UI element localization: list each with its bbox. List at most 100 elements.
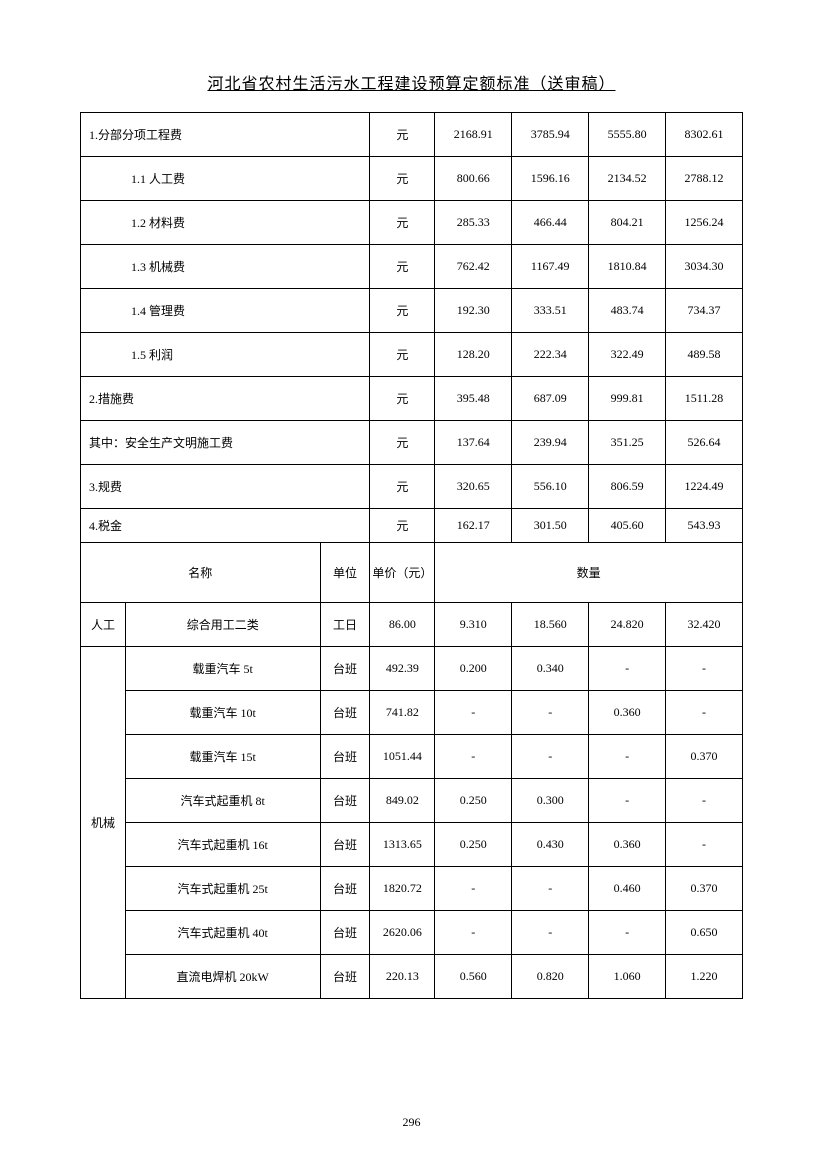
row-v1: 137.64 [435,421,512,465]
row-v4: 0.370 [666,867,743,911]
row-price: 849.02 [370,779,435,823]
row-v4: 3034.30 [666,245,743,289]
header-price: 单价（元） [370,543,435,603]
row-unit: 台班 [320,911,370,955]
row-v1: 320.65 [435,465,512,509]
header-qty: 数量 [435,543,743,603]
row-price: 86.00 [370,603,435,647]
row-v3: 0.360 [589,691,666,735]
row-v1: 0.200 [435,647,512,691]
row-v1: 0.560 [435,955,512,999]
row-v4: 1224.49 [666,465,743,509]
row-v2: 0.300 [512,779,589,823]
table-row: 1.3 机械费元762.421167.491810.843034.30 [81,245,743,289]
row-v3: 1810.84 [589,245,666,289]
budget-table: 1.分部分项工程费元2168.913785.945555.808302.611.… [80,112,743,999]
row-label: 1.2 材料费 [81,201,370,245]
row-v3: 0.360 [589,823,666,867]
row-v4: 1256.24 [666,201,743,245]
row-v2: - [512,911,589,955]
page-number: 296 [0,1115,823,1130]
row-unit: 元 [370,157,435,201]
row-v3: 405.60 [589,509,666,543]
row-label: 1.5 利润 [81,333,370,377]
table-row: 机械载重汽车 5t台班492.390.2000.340-- [81,647,743,691]
row-v3: 1.060 [589,955,666,999]
row-v4: 734.37 [666,289,743,333]
row-name: 载重汽车 10t [125,691,320,735]
table-row: 人工综合用工二类工日86.009.31018.56024.82032.420 [81,603,743,647]
row-label: 1.1 人工费 [81,157,370,201]
row-v2: 0.340 [512,647,589,691]
row-v4: - [666,779,743,823]
row-unit: 台班 [320,691,370,735]
row-unit: 元 [370,465,435,509]
row-v3: - [589,647,666,691]
table-row: 汽车式起重机 40t台班2620.06---0.650 [81,911,743,955]
row-unit: 台班 [320,779,370,823]
row-v1: 285.33 [435,201,512,245]
row-v1: 2168.91 [435,113,512,157]
row-label: 2.措施费 [81,377,370,421]
row-v3: - [589,911,666,955]
table-row: 1.分部分项工程费元2168.913785.945555.808302.61 [81,113,743,157]
row-v3: 322.49 [589,333,666,377]
row-name: 载重汽车 15t [125,735,320,779]
row-v2: 239.94 [512,421,589,465]
row-v3: - [589,779,666,823]
row-v4: - [666,647,743,691]
row-v4: 1.220 [666,955,743,999]
row-unit: 元 [370,113,435,157]
header-unit: 单位 [320,543,370,603]
row-v1: - [435,911,512,955]
row-v3: 351.25 [589,421,666,465]
row-v1: 0.250 [435,779,512,823]
row-v3: 999.81 [589,377,666,421]
row-v3: 2134.52 [589,157,666,201]
header-name: 名称 [81,543,321,603]
row-v1: 762.42 [435,245,512,289]
row-v2: - [512,867,589,911]
row-v1: 395.48 [435,377,512,421]
row-v2: 18.560 [512,603,589,647]
row-v2: 0.430 [512,823,589,867]
table-row: 载重汽车 10t台班741.82--0.360- [81,691,743,735]
row-name: 汽车式起重机 8t [125,779,320,823]
row-v2: 0.820 [512,955,589,999]
row-price: 1051.44 [370,735,435,779]
row-v2: 687.09 [512,377,589,421]
row-v1: 9.310 [435,603,512,647]
row-v2: 222.34 [512,333,589,377]
machine-category: 机械 [81,647,126,999]
row-v3: - [589,735,666,779]
row-v2: 1596.16 [512,157,589,201]
table-row: 汽车式起重机 25t台班1820.72--0.4600.370 [81,867,743,911]
row-name: 载重汽车 5t [125,647,320,691]
row-label: 1.3 机械费 [81,245,370,289]
row-v4: 1511.28 [666,377,743,421]
row-v1: - [435,691,512,735]
row-v4: 0.370 [666,735,743,779]
row-unit: 台班 [320,867,370,911]
page-title: 河北省农村生活污水工程建设预算定额标准（送审稿） [80,70,743,94]
row-v1: 128.20 [435,333,512,377]
row-v2: - [512,735,589,779]
table-row: 其中：安全生产文明施工费元137.64239.94351.25526.64 [81,421,743,465]
table-row: 3.规费元320.65556.10806.591224.49 [81,465,743,509]
row-unit: 元 [370,289,435,333]
table-row: 直流电焊机 20kW台班220.130.5600.8201.0601.220 [81,955,743,999]
table-row: 汽车式起重机 16t台班1313.650.2500.4300.360- [81,823,743,867]
row-v4: - [666,823,743,867]
row-v3: 483.74 [589,289,666,333]
row-v1: - [435,735,512,779]
row-v4: 543.93 [666,509,743,543]
table-row: 载重汽车 15t台班1051.44---0.370 [81,735,743,779]
row-label: 4.税金 [81,509,370,543]
row-v4: 2788.12 [666,157,743,201]
section2-header: 名称 单位 单价（元） 数量 [81,543,743,603]
row-unit: 元 [370,509,435,543]
row-v1: 800.66 [435,157,512,201]
row-v3: 24.820 [589,603,666,647]
row-v4: 526.64 [666,421,743,465]
row-v2: 556.10 [512,465,589,509]
